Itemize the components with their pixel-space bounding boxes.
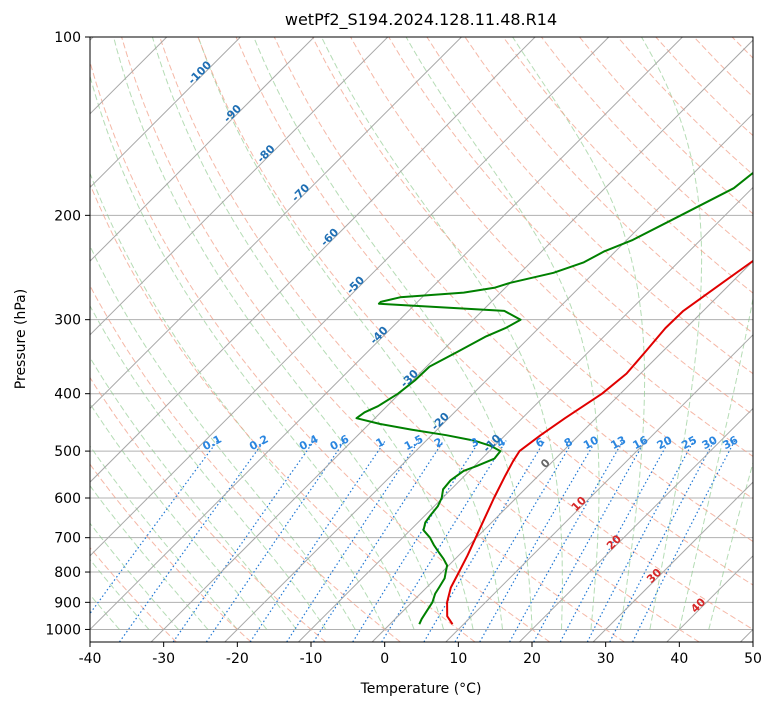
isotherm-line xyxy=(90,37,536,483)
mixing-ratio-label: 25 xyxy=(679,433,699,452)
moist-adiabats xyxy=(90,37,753,630)
y-tick-label: 800 xyxy=(54,565,81,581)
moist-adiabat-line xyxy=(641,37,703,630)
moist-adiabat-line xyxy=(253,37,533,630)
isotherm-line xyxy=(224,113,753,642)
mixing-ratio-line xyxy=(533,440,646,642)
mixing-ratio-label: 36 xyxy=(721,433,741,452)
dry-adiabat-line xyxy=(235,37,753,586)
moist-adiabat-line xyxy=(90,558,150,630)
isotherm-line xyxy=(90,37,462,410)
mixing-ratio-label: 20 xyxy=(655,433,675,452)
moist-adiabat-line xyxy=(90,484,209,630)
mixing-ratio-line xyxy=(172,440,315,642)
mixing-ratio-label: 10 xyxy=(581,433,601,452)
y-tick-label: 1000 xyxy=(45,622,81,638)
isotherm-line xyxy=(519,407,753,642)
mixing-ratio-label: 30 xyxy=(700,433,720,452)
mixing-ratio-line xyxy=(90,440,219,615)
moist-adiabat-line xyxy=(90,402,268,630)
x-tick-label: -20 xyxy=(226,651,249,667)
mixing-ratio-line xyxy=(352,440,481,642)
moist-adiabat-line xyxy=(113,37,445,630)
dry-adiabat-line xyxy=(426,37,753,375)
y-tick-label: 900 xyxy=(54,595,81,611)
isotherm-line xyxy=(90,37,315,262)
y-tick-label: 100 xyxy=(54,30,81,46)
y-axis-ticks: 100 200 300 400 500 600 700 800 900 1000 xyxy=(45,30,90,638)
moist-adiabat-line xyxy=(90,445,238,630)
isotherms xyxy=(90,37,753,642)
moist-adiabat-line xyxy=(197,37,503,630)
moist-adiabat-line xyxy=(90,244,356,630)
x-tick-label: -30 xyxy=(152,651,175,667)
chart-title: wetPf2_S194.2024.128.11.48.R14 xyxy=(285,10,557,30)
y-tick-label: 200 xyxy=(54,208,81,224)
x-tick-label: 30 xyxy=(597,651,615,667)
mixing-ratio-line xyxy=(249,440,386,642)
moist-adiabat-line xyxy=(90,522,179,630)
dry-adiabat-line xyxy=(502,37,753,294)
moist-adiabat-line xyxy=(90,172,386,630)
x-tick-label: -10 xyxy=(300,651,323,667)
x-axis-ticks: -40 -30 -20 -10 0 10 20 30 40 50 xyxy=(79,642,762,667)
y-tick-label: 500 xyxy=(54,444,81,460)
mixing-ratio-label: 16 xyxy=(631,433,651,452)
dry-adiabats xyxy=(90,37,753,642)
isotherm-line xyxy=(445,334,753,642)
dry-adiabat-line xyxy=(197,37,753,630)
pressure-grid xyxy=(90,37,753,630)
isotherm-line xyxy=(90,37,683,631)
dry-adiabat-line xyxy=(90,60,551,642)
mixing-ratio-label: 13 xyxy=(609,433,629,452)
temperature-profile-line xyxy=(446,259,753,625)
moist-adiabat-line xyxy=(512,37,646,630)
moist-adiabat-line xyxy=(678,296,753,630)
dry-adiabat-line xyxy=(90,182,476,642)
y-tick-label: 700 xyxy=(54,531,81,547)
y-axis-label: Pressure (hPa) xyxy=(13,289,29,389)
dry-adiabat-line xyxy=(90,376,327,642)
mixing-ratio-line xyxy=(559,440,670,642)
dry-adiabat-line xyxy=(121,37,625,642)
dry-adiabat-line xyxy=(90,546,177,642)
y-tick-label: 600 xyxy=(54,491,81,507)
mixing-ratio-line xyxy=(286,440,420,642)
dry-adiabat-line xyxy=(90,463,252,642)
x-tick-label: 40 xyxy=(670,651,688,667)
x-tick-label: -40 xyxy=(79,651,102,667)
isotherm-line xyxy=(371,260,753,642)
y-tick-label: 400 xyxy=(54,387,81,403)
plot-area: 0.1 0.2 0.4 0.6 1 1.5 2 3 4 6 8 10 13 16 20 25 30 36-100-… xyxy=(90,37,753,642)
mixing-ratio-line xyxy=(632,440,736,642)
dry-adiabat-line xyxy=(388,37,753,416)
x-tick-label: 50 xyxy=(744,651,762,667)
mixing-ratio-line xyxy=(312,440,445,642)
y-tick-label: 300 xyxy=(54,313,81,329)
mixing-ratio-line xyxy=(119,440,265,642)
isotherm-line xyxy=(90,37,241,189)
isotherm-line xyxy=(298,186,753,642)
isotherm-line xyxy=(592,481,753,642)
isotherm-line xyxy=(90,37,610,557)
mixing-ratio-line xyxy=(479,440,597,642)
x-tick-label: 20 xyxy=(523,651,541,667)
x-tick-label: 10 xyxy=(449,651,467,667)
moist-adiabat-line xyxy=(90,74,415,630)
x-axis-label: Temperature (°C) xyxy=(360,681,482,697)
plot-frame xyxy=(89,36,754,643)
mixing-ratio-lines xyxy=(90,440,736,642)
isotherm-line xyxy=(90,37,389,336)
mixing-ratio-line xyxy=(454,440,574,642)
isotherm-line xyxy=(150,39,753,642)
sounding-profiles xyxy=(355,171,753,625)
x-tick-label: 0 xyxy=(380,651,389,667)
moist-adiabat-line xyxy=(151,37,474,630)
dewpoint-profile-line xyxy=(355,171,753,625)
mixing-ratio-line xyxy=(423,440,546,642)
mixing-ratio-line xyxy=(509,440,624,642)
